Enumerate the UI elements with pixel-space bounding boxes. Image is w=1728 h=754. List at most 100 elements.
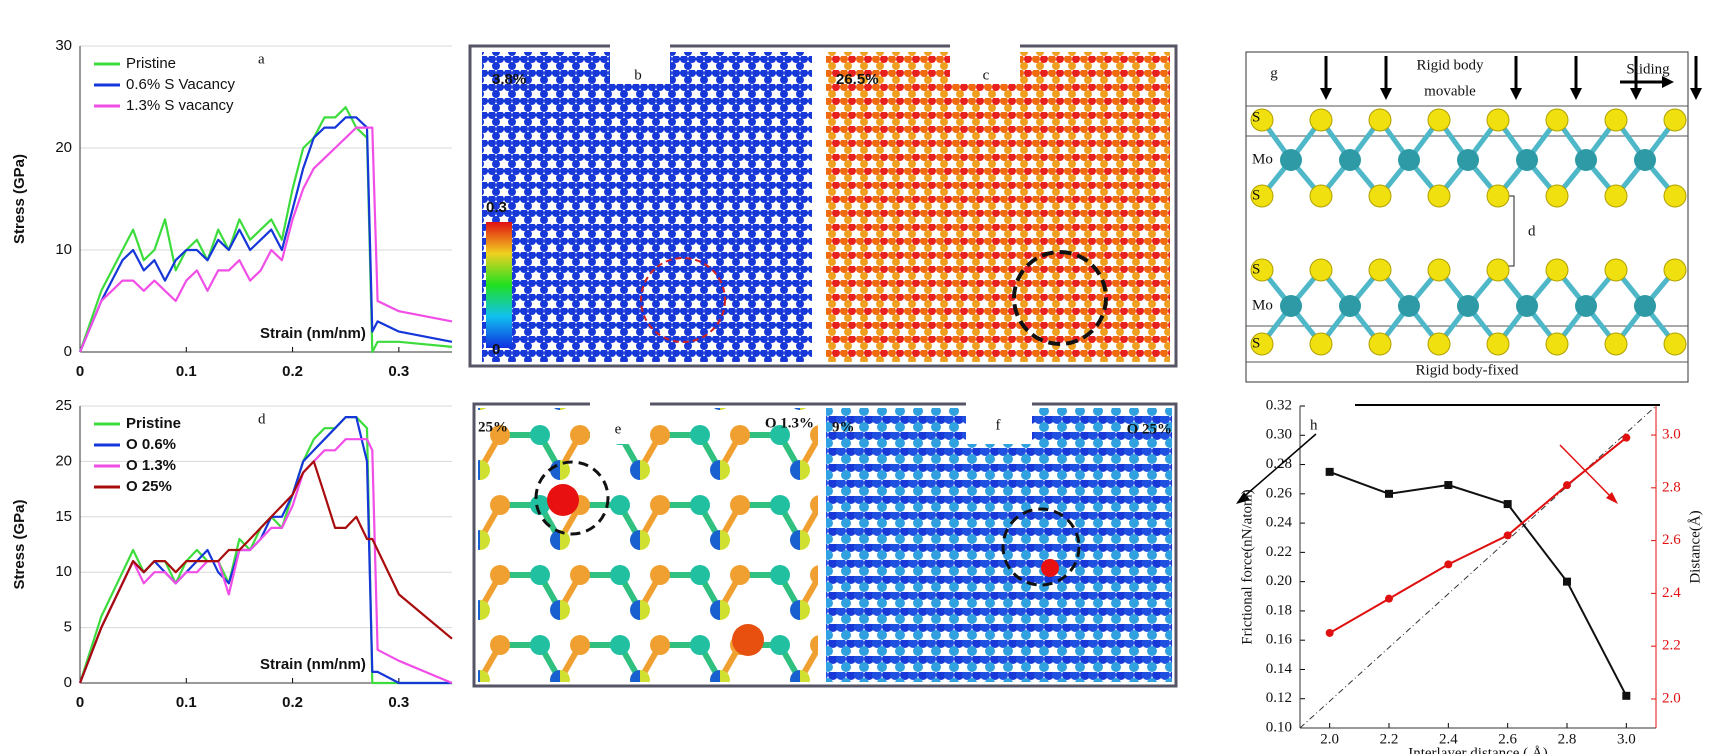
- s-atom: [1663, 184, 1687, 208]
- atom-label: S: [1252, 187, 1260, 203]
- s-atom: [1427, 258, 1451, 282]
- panel-image: [826, 52, 1170, 362]
- y-tick-label: 0.16: [1266, 632, 1293, 648]
- x-axis-label: Interlayer distance ( Å): [1408, 745, 1548, 754]
- s-atom: [1250, 184, 1274, 208]
- s-atom: [1309, 108, 1333, 132]
- strain-label: 26.5%: [836, 71, 879, 88]
- series-line: [78, 438, 453, 685]
- series-line: [78, 460, 453, 684]
- y-tick-label: 0.18: [1266, 602, 1292, 618]
- mo-atom: [1457, 149, 1479, 171]
- y-tick-label: 20: [55, 139, 72, 156]
- s-atom: [1486, 258, 1510, 282]
- x-tick-label: 0.2: [282, 694, 303, 711]
- legend-label: 0.6% S Vacancy: [126, 76, 235, 93]
- marker: [1622, 691, 1631, 700]
- s-atom: [1486, 108, 1510, 132]
- y-tick-label: 0.14: [1266, 661, 1293, 677]
- arrow-head: [1690, 88, 1702, 100]
- panel-image: [826, 408, 1172, 682]
- s-atom: [1663, 108, 1687, 132]
- panel-label: f: [996, 417, 1001, 433]
- s-atom: [1427, 184, 1451, 208]
- panel-label: c: [983, 67, 990, 83]
- arrow-head: [1380, 88, 1392, 100]
- series-line: [1329, 436, 1627, 634]
- x-tick-label: 2.0: [1320, 731, 1339, 747]
- arrow: [1559, 444, 1615, 501]
- x-tick-label: 2.2: [1380, 731, 1399, 747]
- y2-axis-label: Distance(Å): [1687, 510, 1703, 583]
- s-atom: [1427, 332, 1451, 356]
- legend-label: 1.3% S vacancy: [126, 97, 234, 114]
- x-tick-label: 2.6: [1498, 731, 1517, 747]
- x-tick-label: 0: [76, 363, 84, 380]
- label-bg: [966, 398, 1032, 444]
- arrow-head: [1630, 88, 1642, 100]
- y-tick-label: 5: [64, 619, 72, 636]
- s-atom: [1604, 258, 1628, 282]
- mo-atom: [1575, 295, 1597, 317]
- x-tick-label: 2.4: [1439, 731, 1458, 747]
- s-atom: [1250, 258, 1274, 282]
- y-tick-label: 30: [55, 37, 72, 54]
- s-atom: [1427, 108, 1451, 132]
- series-line: [78, 126, 453, 353]
- x-tick-label: 0.2: [282, 363, 303, 380]
- atom-label: Mo: [1252, 297, 1273, 313]
- s-atom: [1486, 184, 1510, 208]
- atom: [547, 484, 579, 516]
- s-atom: [1309, 258, 1333, 282]
- strain-label: 9%: [832, 419, 855, 435]
- s-atom: [1368, 332, 1392, 356]
- y-tick-label: 0.10: [1266, 719, 1292, 735]
- series-line: [78, 116, 453, 353]
- s-atom: [1545, 332, 1569, 356]
- marker: [1444, 560, 1453, 569]
- mo-atom: [1339, 149, 1361, 171]
- mo-atom: [1516, 149, 1538, 171]
- atom-label: S: [1252, 335, 1260, 351]
- mo-atom: [1339, 295, 1361, 317]
- s-atom: [1368, 184, 1392, 208]
- marker: [1563, 577, 1571, 586]
- panel-image: [482, 52, 812, 362]
- series-line: [78, 106, 453, 354]
- s-atom: [1545, 184, 1569, 208]
- legend-label: O 0.6%: [126, 436, 176, 453]
- label-bg: [950, 40, 1020, 84]
- y-tick-label: 0: [64, 343, 72, 360]
- y-axis-label: Frictional force(nN/atom): [1239, 489, 1255, 644]
- atom: [1041, 559, 1059, 577]
- highlight-circle: [640, 257, 726, 343]
- marker: [1325, 467, 1334, 476]
- y-axis-label: Stress (GPa): [11, 154, 28, 244]
- series-line: [1329, 470, 1628, 697]
- mo-atom: [1398, 295, 1420, 317]
- y-tick-label: 0: [64, 674, 72, 691]
- panel-image: [478, 408, 818, 682]
- mo-atom: [1457, 295, 1479, 317]
- s-atom: [1309, 332, 1333, 356]
- y-tick-label: 15: [55, 508, 72, 525]
- marker: [1444, 481, 1453, 490]
- tag-label: O 1.3%: [765, 415, 814, 431]
- label-bg: [590, 398, 650, 444]
- atom-label: S: [1252, 261, 1260, 277]
- panel-bg: [1260, 404, 1706, 750]
- panel-label: d: [258, 411, 266, 427]
- y2-tick-label: 2.4: [1662, 585, 1681, 601]
- y-axis-label: Stress (GPa): [11, 499, 28, 589]
- s-atom: [1545, 108, 1569, 132]
- mo-atom: [1398, 149, 1420, 171]
- panel-frame: [1245, 51, 1689, 383]
- y-tick-label: 0.12: [1266, 690, 1292, 706]
- legend-label: Pristine: [126, 415, 181, 432]
- colorbar: [486, 222, 512, 348]
- legend-label: O 1.3%: [126, 457, 176, 474]
- arrow-head: [1570, 88, 1582, 100]
- arrow-head: [1236, 492, 1250, 504]
- legend-label: Pristine: [126, 55, 176, 72]
- panel-label: a: [258, 51, 265, 67]
